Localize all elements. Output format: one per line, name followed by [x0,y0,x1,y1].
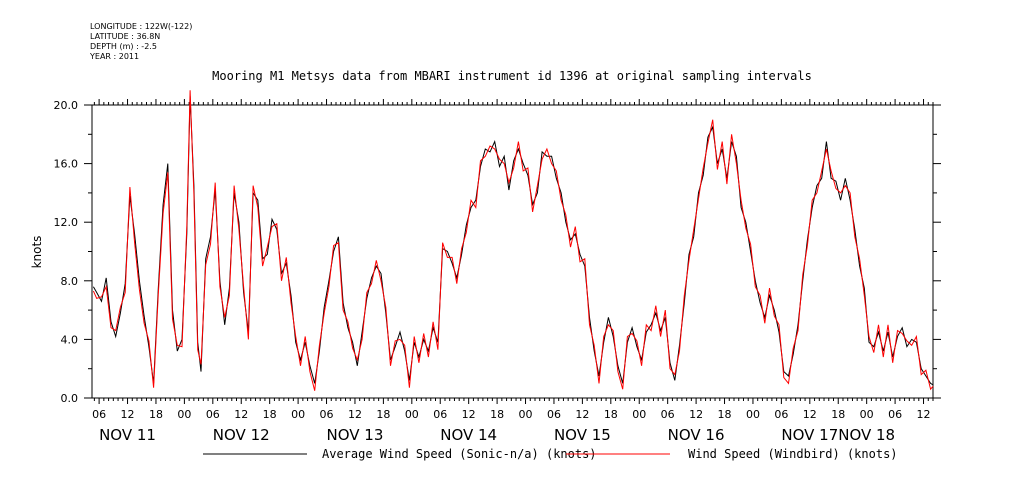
chart-title: Mooring M1 Metsys data from MBARI instru… [212,69,812,83]
x-tick-label: 00 [860,408,874,421]
x-tick-label: 00 [291,408,305,421]
x-tick-label: 06 [661,408,675,421]
x-tick-label: 00 [177,408,191,421]
date-labels: NOV 11 NOV 12 NOV 13 NOV 14 NOV 15 NOV 16 NOV … [99,426,895,444]
x-tick-label: 06 [774,408,788,421]
dataset-metadata: LONGITUDE : 122W(-122) LATITUDE : 36.8N … [90,22,192,62]
x-tick-label: 12 [348,408,362,421]
series-line-windbird-wind-speed [92,90,934,391]
x-tick-label: 12 [575,408,589,421]
x-tick-label: 12 [689,408,703,421]
date-label: NOV 11 [99,426,156,444]
x-tick-label: 18 [490,408,504,421]
legend: Average Wind Speed (Sonic-n/a) (knots) W… [203,447,898,461]
x-tick-label: 18 [831,408,845,421]
y-tick-label: 4.0 [61,333,79,346]
x-tick-label: 06 [433,408,447,421]
date-label: NOV 16 [668,426,725,444]
y-axis-label: knots [30,236,44,269]
x-tick-label: 06 [320,408,334,421]
x-tick-label: 00 [405,408,419,421]
y-tick-labels: 0.0 4.0 8.0 12.0 16.0 20.0 [54,99,79,405]
x-tick-label: 18 [376,408,390,421]
legend-label-windbird: Wind Speed (Windbird) (knots) [688,447,898,461]
x-tick-label: 18 [149,408,163,421]
longitude-line: LONGITUDE : 122W(-122) [90,22,193,31]
y-tick-label: 16.0 [54,158,79,171]
x-tick-label: 12 [234,408,248,421]
y-tick-label: 8.0 [61,275,79,288]
axis-ticks [84,99,941,404]
x-tick-label: 12 [121,408,135,421]
x-tick-label: 18 [718,408,732,421]
x-tick-label: 18 [263,408,277,421]
x-tick-label: 06 [206,408,220,421]
legend-label-average: Average Wind Speed (Sonic-n/a) (knots) [322,447,597,461]
date-label: NOV 17 [781,426,838,444]
x-tick-label: 00 [632,408,646,421]
x-tick-label: 06 [888,408,902,421]
x-tick-label: 00 [519,408,533,421]
x-tick-labels: 06 12 18 00 06 12 18 00 06 12 18 00 06 12 18 00 06 12 18 00… [92,408,930,421]
x-tick-label: 12 [803,408,817,421]
x-tick-label: 12 [462,408,476,421]
x-tick-label: 06 [92,408,106,421]
year-line: YEAR : 2011 [90,52,140,61]
x-tick-label: 18 [604,408,618,421]
series-lines [92,90,934,391]
x-tick-label: 06 [547,408,561,421]
date-label: NOV 18 [838,426,895,444]
date-label: NOV 13 [327,426,384,444]
y-tick-label: 0.0 [61,392,79,405]
y-tick-label: 20.0 [54,99,79,112]
y-tick-label: 12.0 [54,216,79,229]
depth-line: DEPTH (m) : -2.5 [90,42,157,51]
latitude-line: LATITUDE : 36.8N [90,32,161,41]
x-tick-label: 12 [917,408,931,421]
date-label: NOV 12 [213,426,270,444]
x-tick-label: 00 [746,408,760,421]
date-label: NOV 14 [440,426,497,444]
date-label: NOV 15 [554,426,611,444]
series-line-average-wind-speed [92,96,934,386]
